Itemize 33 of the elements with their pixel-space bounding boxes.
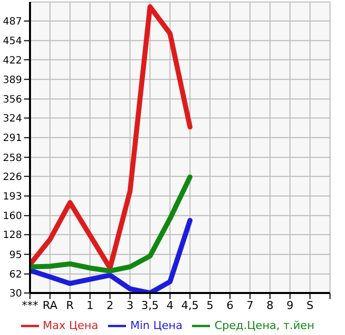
x-tick-label: 9	[286, 298, 294, 312]
x-tick-label: 5	[206, 298, 214, 312]
x-tick-label: 7	[246, 298, 254, 312]
x-tick-label: 2	[106, 298, 114, 312]
legend-label: Сред.Цена, т.йен	[214, 319, 314, 332]
y-tick-label: 324	[2, 114, 22, 125]
y-tick-label: 389	[2, 74, 22, 86]
y-tick-label: 422	[2, 55, 22, 66]
y-tick-label: 226	[2, 172, 22, 183]
y-tick-label: 454	[2, 36, 22, 48]
y-tick-label: 62	[9, 270, 22, 281]
x-tick-label: 4,5	[181, 298, 199, 312]
x-tick-label: 3,5	[141, 298, 159, 312]
x-tick-label: 3	[126, 298, 134, 312]
y-tick-label: 291	[2, 133, 22, 144]
legend-label: Max Цена	[42, 319, 98, 332]
y-tick-label: 160	[2, 211, 22, 222]
y-tick-label: 356	[2, 94, 22, 106]
x-tick-label: R	[66, 298, 74, 312]
x-tick-label: 6	[226, 298, 234, 312]
x-tick-label: RA	[42, 298, 58, 312]
y-tick-label: 258	[2, 152, 22, 164]
legend-label: Min Цена	[130, 319, 182, 332]
y-tick-label: 487	[2, 16, 22, 28]
y-tick-label: 30	[9, 288, 22, 300]
x-tick-label: 1	[86, 298, 94, 312]
x-tick-label: 4	[166, 298, 174, 312]
y-tick-label: 128	[2, 230, 22, 242]
x-tick-label: ***	[22, 298, 39, 312]
y-tick-label: 193	[2, 192, 22, 203]
y-tick-label: 95	[9, 250, 22, 261]
x-tick-label: S	[306, 298, 314, 312]
x-tick-label: 8	[266, 298, 274, 312]
